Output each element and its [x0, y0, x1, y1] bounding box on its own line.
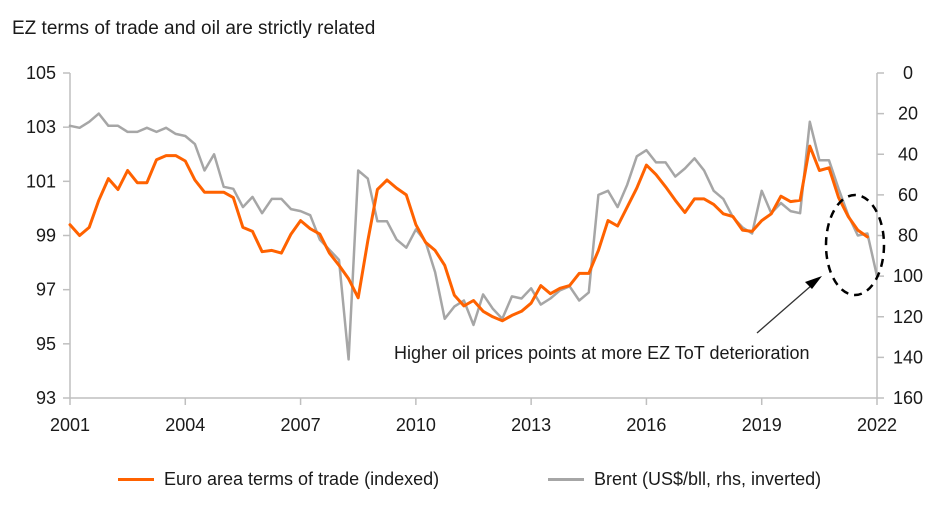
x-axis-ticks: 2001 2004 2007 2010 2013 2016 2019 2022 — [50, 398, 897, 435]
series-line-terms-of-trade — [68, 144, 869, 323]
left-y-tick-label: 101 — [26, 171, 56, 191]
x-tick-label: 2019 — [742, 415, 782, 435]
right-y-tick-label: 60 — [898, 185, 918, 205]
right-y-tick-label: 120 — [893, 307, 923, 327]
left-y-axis-ticks: 105 103 101 99 97 95 93 — [26, 63, 70, 408]
annotation-arrow-line — [756, 284, 813, 334]
left-y-tick-label: 105 — [26, 63, 56, 83]
x-tick-label: 2004 — [165, 415, 205, 435]
left-y-tick-label: 93 — [36, 388, 56, 408]
legend-item-brent: Brent (US$/bll, rhs, inverted) — [548, 467, 821, 491]
annotation-arrowhead — [805, 276, 822, 289]
left-y-tick-label: 95 — [36, 334, 56, 354]
legend-label-brent: Brent (US$/bll, rhs, inverted) — [594, 468, 822, 489]
right-y-tick-label: 160 — [893, 388, 923, 408]
x-tick-label: 2007 — [281, 415, 321, 435]
legend-swatch-brent — [548, 477, 584, 481]
series-layer — [68, 112, 879, 361]
left-y-tick-label: 97 — [36, 280, 56, 300]
right-y-tick-label: 0 — [903, 63, 913, 83]
right-y-tick-label: 40 — [898, 144, 918, 164]
highlight-ellipse — [824, 193, 886, 297]
x-tick-label: 2016 — [626, 415, 666, 435]
x-tick-label: 2001 — [50, 415, 90, 435]
x-tick-label: 2010 — [396, 415, 436, 435]
left-y-tick-label: 99 — [36, 226, 56, 246]
legend-swatch-terms-of-trade — [118, 477, 154, 481]
series-line-brent — [68, 112, 879, 361]
chart-title: EZ terms of trade and oil are strictly r… — [12, 18, 376, 39]
annotation-text: Higher oil prices points at more EZ ToT … — [394, 343, 810, 363]
right-y-axis-ticks: 0 20 40 60 80 100 120 140 160 — [877, 63, 923, 408]
right-y-tick-label: 80 — [898, 226, 918, 246]
right-y-tick-label: 140 — [893, 347, 923, 367]
legend-item-terms-of-trade: Euro area terms of trade (indexed) — [118, 467, 439, 491]
legend-label-terms-of-trade: Euro area terms of trade (indexed) — [164, 468, 440, 489]
right-y-tick-label: 100 — [893, 266, 923, 286]
left-y-tick-label: 103 — [26, 117, 56, 137]
x-tick-label: 2013 — [511, 415, 551, 435]
x-tick-label: 2022 — [857, 415, 897, 435]
right-y-tick-label: 20 — [898, 104, 918, 124]
